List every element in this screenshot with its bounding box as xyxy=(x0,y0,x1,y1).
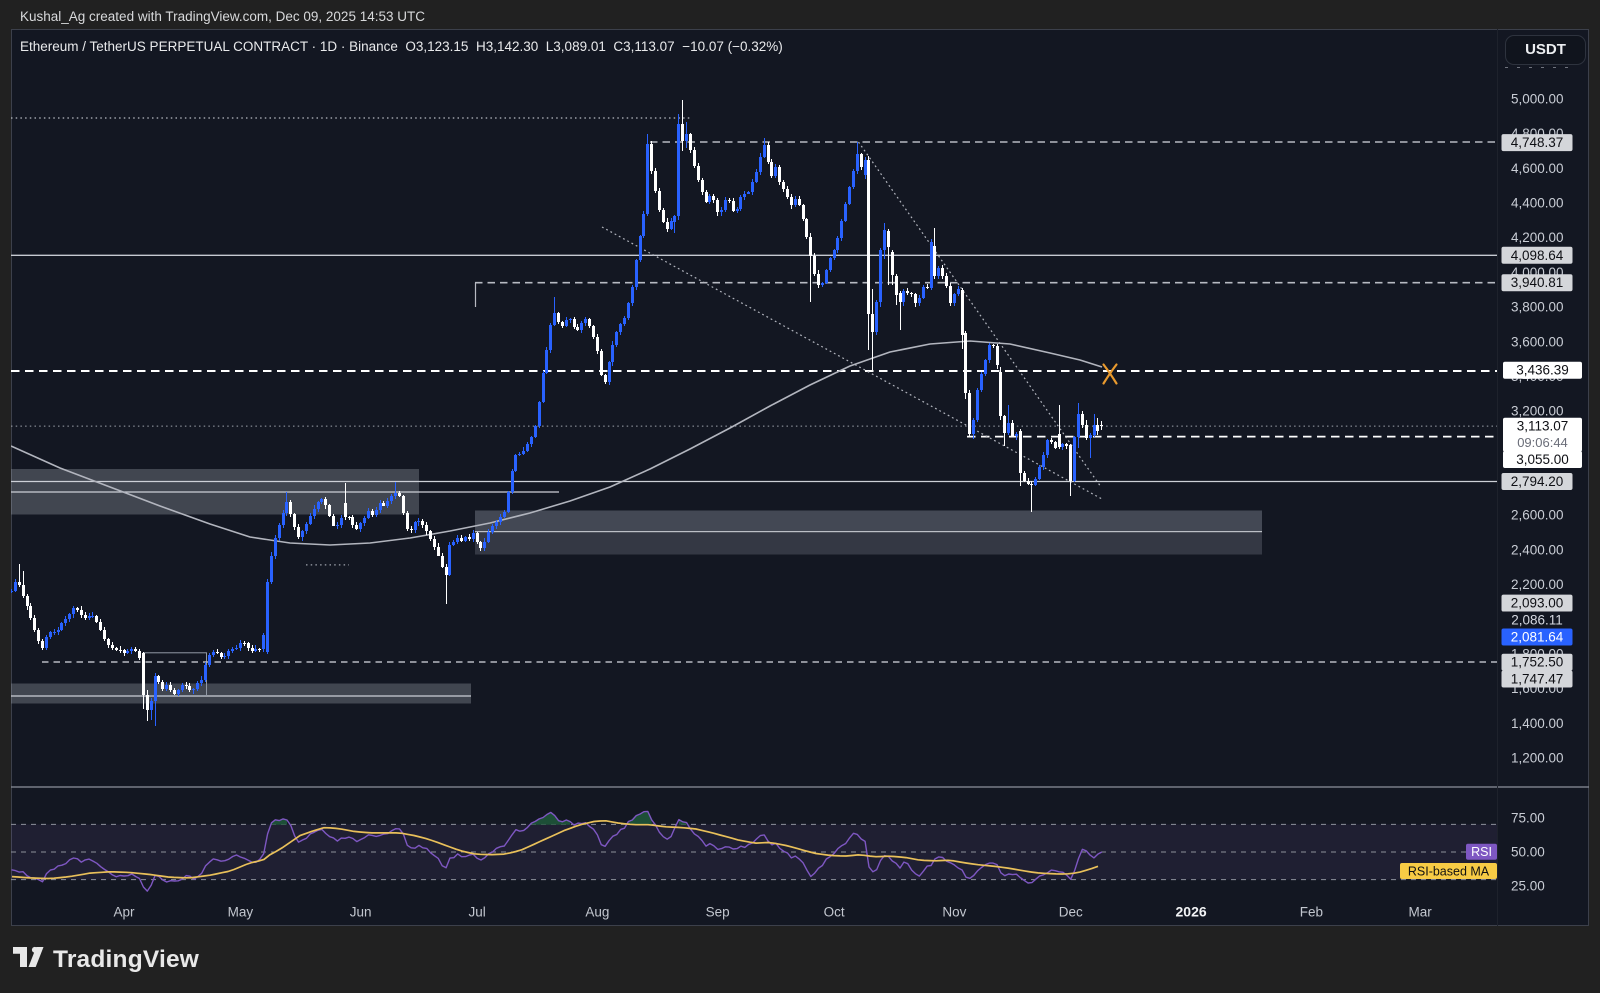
svg-text:2,093.00: 2,093.00 xyxy=(1511,596,1564,611)
svg-text:2026: 2026 xyxy=(1176,904,1207,920)
svg-text:3,200.00: 3,200.00 xyxy=(1511,404,1564,419)
svg-text:Apr: Apr xyxy=(113,905,135,920)
svg-text:Dec: Dec xyxy=(1059,905,1083,920)
svg-text:3,600.00: 3,600.00 xyxy=(1511,334,1564,349)
svg-text:3,055.00: 3,055.00 xyxy=(1516,452,1569,467)
svg-text:3,940.81: 3,940.81 xyxy=(1511,275,1564,290)
svg-text:Aug: Aug xyxy=(585,905,609,920)
svg-text:4,098.64: 4,098.64 xyxy=(1511,248,1564,263)
svg-text:2,794.20: 2,794.20 xyxy=(1511,474,1564,489)
svg-text:RSI: RSI xyxy=(1471,845,1492,859)
svg-text:2,081.64: 2,081.64 xyxy=(1511,630,1564,645)
svg-text:3,800.00: 3,800.00 xyxy=(1511,300,1564,315)
svg-text:2,200.00: 2,200.00 xyxy=(1511,577,1564,592)
svg-text:1,200.00: 1,200.00 xyxy=(1511,751,1564,766)
svg-text:3,113.07: 3,113.07 xyxy=(1517,419,1569,434)
svg-text:09:06:44: 09:06:44 xyxy=(1517,435,1568,450)
svg-text:Sep: Sep xyxy=(706,905,730,920)
svg-text:1,747.47: 1,747.47 xyxy=(1511,672,1564,687)
svg-text:4,600.00: 4,600.00 xyxy=(1511,161,1564,176)
svg-text:1,400.00: 1,400.00 xyxy=(1511,716,1564,731)
svg-text:25.00: 25.00 xyxy=(1511,879,1545,894)
svg-text:Mar: Mar xyxy=(1408,905,1432,920)
svg-text:May: May xyxy=(228,905,254,920)
svg-text:5,000.00: 5,000.00 xyxy=(1511,92,1564,107)
svg-text:2,086.11: 2,086.11 xyxy=(1511,613,1563,628)
svg-text:3,436.39: 3,436.39 xyxy=(1516,363,1569,378)
svg-text:Oct: Oct xyxy=(824,905,845,920)
svg-text:2,400.00: 2,400.00 xyxy=(1511,542,1564,557)
svg-text:2,600.00: 2,600.00 xyxy=(1511,508,1564,523)
svg-text:4,748.37: 4,748.37 xyxy=(1511,135,1564,150)
svg-text:75.00: 75.00 xyxy=(1511,810,1545,825)
svg-text:50.00: 50.00 xyxy=(1511,845,1545,860)
svg-text:RSI-based MA: RSI-based MA xyxy=(1408,865,1490,879)
svg-text:Feb: Feb xyxy=(1300,905,1323,920)
svg-text:1,752.50: 1,752.50 xyxy=(1511,655,1564,670)
svg-text:4,400.00: 4,400.00 xyxy=(1511,196,1564,211)
svg-text:Nov: Nov xyxy=(942,905,966,920)
svg-text:4,200.00: 4,200.00 xyxy=(1511,230,1564,245)
svg-text:Jul: Jul xyxy=(468,905,485,920)
svg-text:Jun: Jun xyxy=(350,905,372,920)
